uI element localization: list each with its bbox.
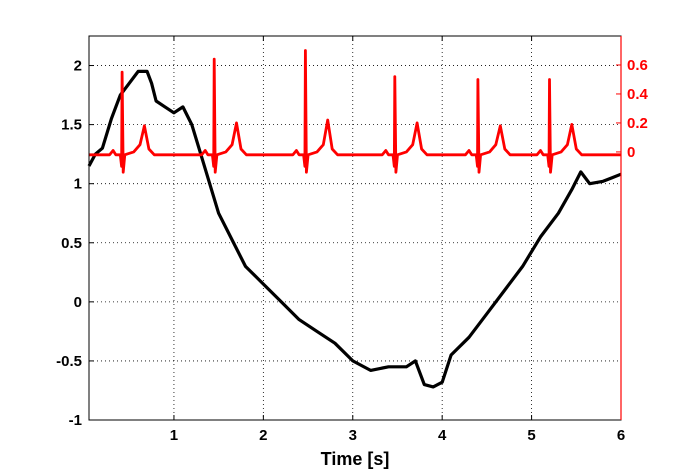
y-axis-right: 0 0.2 0.4 0.6 [616, 36, 649, 420]
y-left-tick-label: 2 [74, 58, 82, 75]
x-tick-label: 4 [438, 427, 447, 444]
y-left-tick-label: 0 [74, 294, 82, 311]
series-layer [87, 49, 622, 389]
y-right-tick-label: 0.6 [627, 57, 648, 74]
x-tick-label: 3 [349, 427, 357, 444]
x-tick-label: 6 [617, 427, 625, 444]
y-left-tick-label: 0.5 [61, 235, 82, 252]
x-tick-label: 5 [527, 427, 535, 444]
x-axis: 1 2 3 4 5 6 [170, 36, 625, 444]
y-axis-left: -1 -0.5 0 0.5 1 1.5 2 [56, 58, 94, 429]
x-tick-label: 1 [170, 427, 178, 444]
y-left-tick-label: -0.5 [56, 353, 82, 370]
y-left-tick-label: -1 [69, 412, 82, 429]
y-right-tick-label: 0.4 [627, 86, 649, 103]
y-left-tick-label: 1 [74, 176, 82, 193]
series-line-left [87, 69, 622, 389]
y-left-tick-label: 1.5 [61, 117, 82, 134]
series-line-right [89, 49, 621, 174]
x-axis-label: Time [s] [321, 449, 390, 469]
y-right-tick-label: 0.2 [627, 115, 648, 132]
x-tick-label: 2 [259, 427, 267, 444]
y-right-tick-label: 0 [627, 144, 635, 161]
grid [89, 36, 621, 420]
plot-area [89, 36, 621, 420]
